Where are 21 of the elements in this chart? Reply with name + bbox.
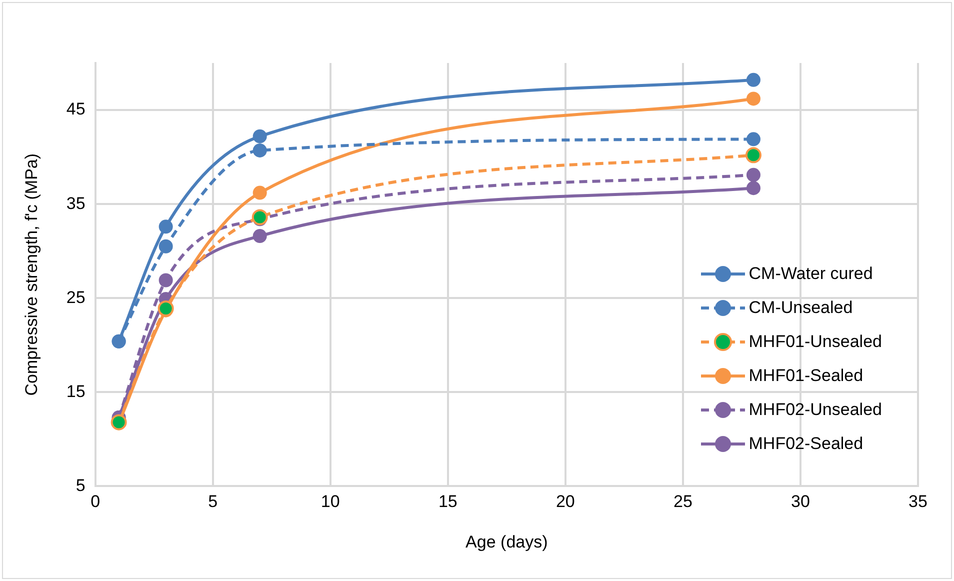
legend-label: MHF01-Sealed xyxy=(748,366,864,386)
legend-label: MHF02-Sealed xyxy=(748,434,864,454)
legend-label: CM-Water cured xyxy=(748,264,873,284)
x-tick-label: 5 xyxy=(208,492,218,512)
x-tick-label: 10 xyxy=(320,492,340,512)
x-tick-label: 15 xyxy=(438,492,458,512)
x-tick-label: 30 xyxy=(791,492,810,512)
y-tick-label: 45 xyxy=(66,100,86,119)
y-tick-label: 35 xyxy=(66,194,86,213)
x-axis-title: Age (days) xyxy=(466,532,548,552)
y-axis-title: Compressive strength, f'c (MPa) xyxy=(22,153,41,396)
y-tick-label: 5 xyxy=(76,476,86,495)
y-tick-label: 15 xyxy=(66,382,86,401)
x-tick-label: 20 xyxy=(556,492,575,512)
legend-label: CM-Unsealed xyxy=(748,298,853,318)
legend-label: MHF02-Unsealed xyxy=(748,400,882,420)
x-tick-label: 35 xyxy=(908,492,928,512)
y-tick-label: 25 xyxy=(66,288,86,307)
x-tick-label: 0 xyxy=(90,492,100,512)
legend-label: MHF01-Unsealed xyxy=(748,332,882,352)
x-tick-label: 25 xyxy=(673,492,692,512)
